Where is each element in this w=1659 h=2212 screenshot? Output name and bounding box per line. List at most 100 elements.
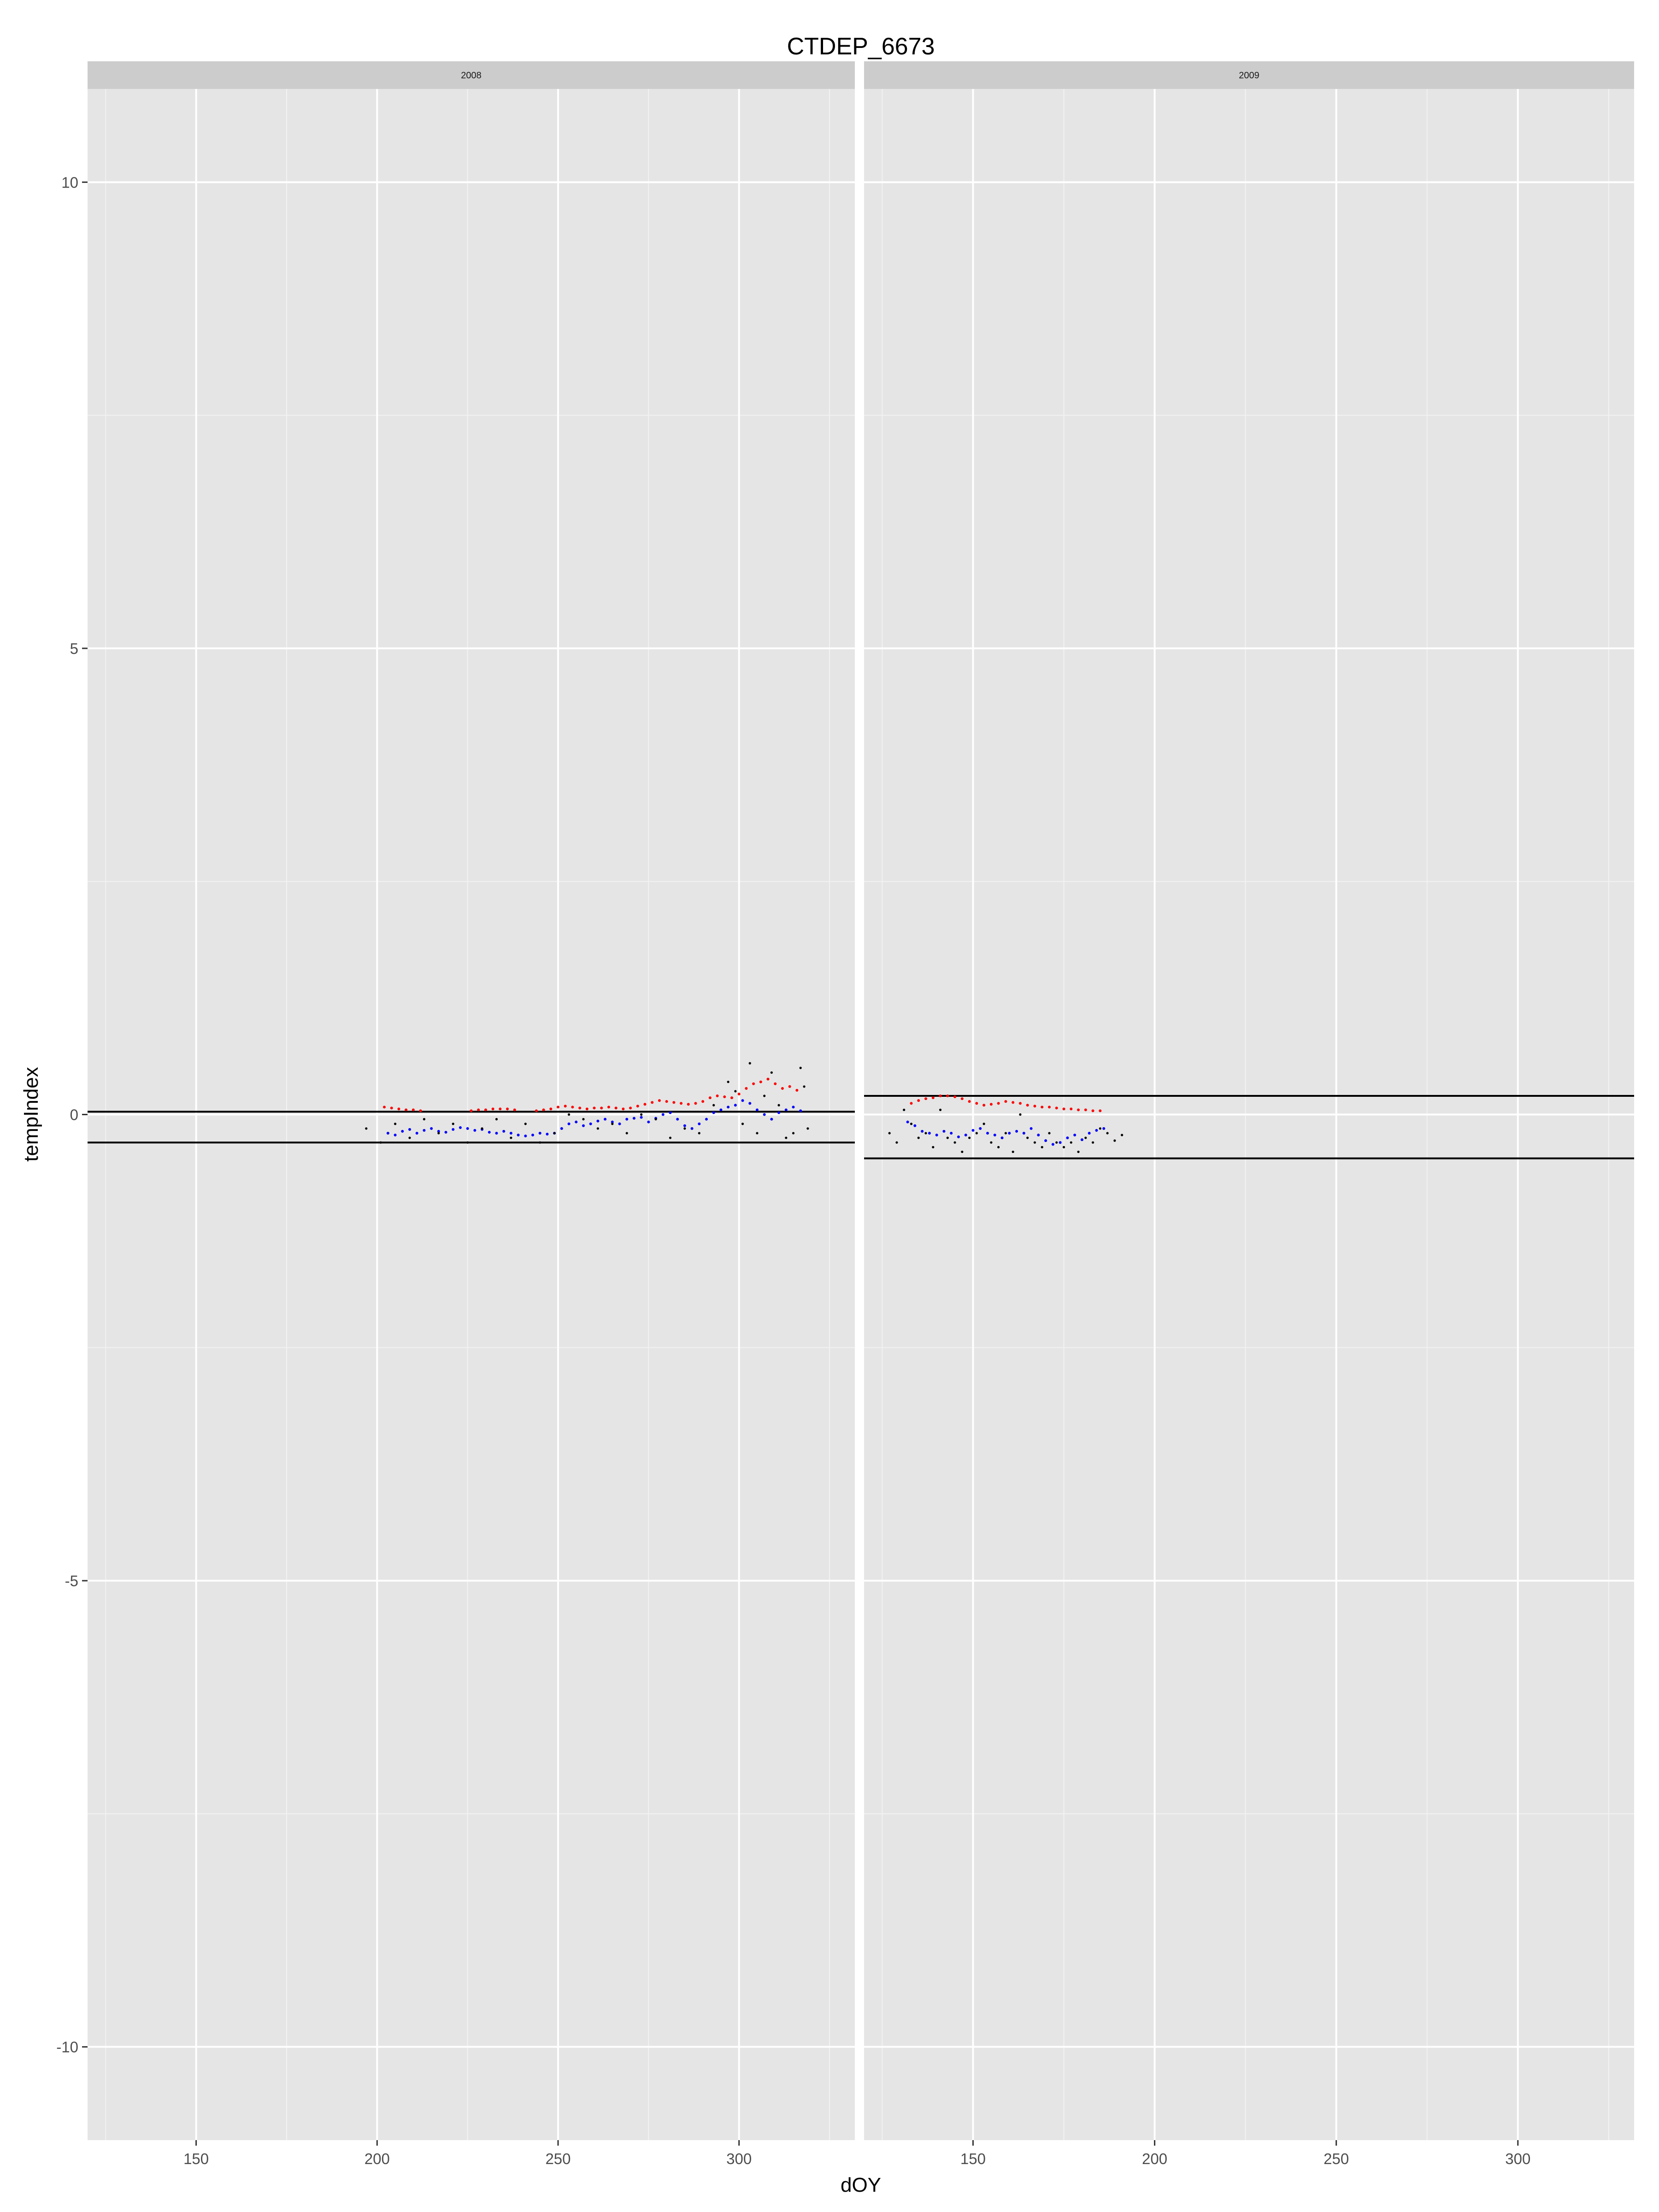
data-point — [939, 1094, 942, 1098]
data-point — [1018, 1102, 1022, 1105]
data-point — [654, 1118, 657, 1121]
data-point — [1099, 1109, 1102, 1112]
data-point — [625, 1118, 629, 1121]
data-point — [698, 1132, 700, 1135]
data-point — [491, 1107, 494, 1111]
data-point — [759, 1080, 762, 1083]
data-point — [1106, 1132, 1109, 1135]
data-point — [437, 1132, 440, 1135]
data-point — [509, 1131, 512, 1135]
data-point — [989, 1103, 993, 1106]
series-red — [910, 1094, 1102, 1112]
data-point — [792, 1106, 795, 1109]
data-point — [1022, 1131, 1025, 1135]
y-tick-label: -10 — [56, 2039, 78, 2056]
data-point — [712, 1111, 715, 1114]
data-point — [906, 1120, 909, 1124]
y-tick-label: -5 — [65, 1572, 78, 1589]
data-point — [564, 1105, 567, 1108]
data-point — [622, 1107, 625, 1111]
data-point — [935, 1134, 938, 1137]
data-point — [1015, 1130, 1018, 1133]
data-point — [1070, 1107, 1073, 1111]
data-point — [1099, 1127, 1101, 1130]
data-point — [513, 1108, 516, 1112]
data-point — [997, 1102, 1000, 1105]
data-point — [466, 1127, 469, 1130]
data-point — [390, 1106, 393, 1110]
data-point — [1051, 1143, 1054, 1146]
data-point — [792, 1132, 795, 1135]
data-point — [459, 1126, 462, 1129]
data-point — [953, 1095, 957, 1099]
data-point — [517, 1134, 520, 1137]
data-point — [582, 1118, 585, 1121]
data-point — [1041, 1106, 1044, 1109]
data-point — [575, 1120, 578, 1124]
data-point — [752, 1082, 755, 1085]
data-point — [452, 1123, 454, 1125]
data-point — [777, 1104, 780, 1106]
data-point — [408, 1128, 411, 1131]
data-point — [477, 1108, 480, 1112]
data-point — [1062, 1107, 1065, 1111]
data-point — [430, 1127, 433, 1130]
data-point — [1012, 1150, 1014, 1153]
data-point — [510, 1136, 512, 1139]
data-point — [788, 1085, 791, 1088]
data-point — [473, 1129, 477, 1132]
series-red — [383, 1077, 799, 1112]
data-point — [990, 1141, 993, 1144]
x-tick-label: 250 — [1324, 2150, 1349, 2167]
y-tick-label: 0 — [70, 1106, 78, 1124]
data-point — [737, 1092, 741, 1095]
series-black — [365, 1062, 809, 1144]
data-point — [423, 1129, 426, 1132]
data-point — [470, 1109, 473, 1112]
data-point — [924, 1097, 927, 1100]
data-point — [763, 1094, 766, 1097]
data-point — [643, 1103, 647, 1106]
data-point — [993, 1134, 996, 1137]
data-point — [567, 1122, 571, 1125]
data-point — [549, 1107, 553, 1111]
data-point — [986, 1131, 989, 1135]
data-point — [538, 1131, 541, 1135]
data-point — [452, 1128, 455, 1131]
data-point — [968, 1136, 971, 1139]
data-point — [961, 1150, 964, 1153]
data-point — [1080, 1138, 1083, 1141]
data-point — [946, 1094, 949, 1098]
data-point — [1077, 1108, 1080, 1112]
data-point — [546, 1132, 549, 1135]
data-point — [553, 1132, 556, 1135]
data-point — [698, 1122, 701, 1125]
data-point — [756, 1132, 759, 1135]
data-point — [917, 1136, 920, 1139]
data-point — [419, 1109, 422, 1112]
data-point — [542, 1108, 545, 1112]
data-point — [401, 1130, 404, 1133]
data-point — [611, 1120, 614, 1124]
data-point — [596, 1127, 599, 1130]
data-point — [488, 1130, 491, 1134]
facet-strip — [88, 61, 855, 89]
series-blue — [906, 1120, 1106, 1146]
data-point — [942, 1130, 946, 1133]
data-point — [1044, 1139, 1047, 1142]
data-point — [632, 1117, 635, 1120]
data-point — [708, 1096, 712, 1100]
x-axis-title: dOY — [841, 2174, 881, 2196]
data-point — [539, 1141, 541, 1144]
data-point — [803, 1085, 806, 1088]
data-point — [676, 1118, 679, 1121]
data-point — [1000, 1136, 1004, 1140]
data-point — [647, 1120, 650, 1124]
data-point — [444, 1130, 447, 1134]
data-point — [913, 1124, 917, 1127]
data-point — [672, 1101, 676, 1104]
data-point — [484, 1108, 487, 1112]
data-point — [481, 1127, 483, 1130]
data-point — [604, 1118, 607, 1121]
data-point — [593, 1106, 596, 1110]
